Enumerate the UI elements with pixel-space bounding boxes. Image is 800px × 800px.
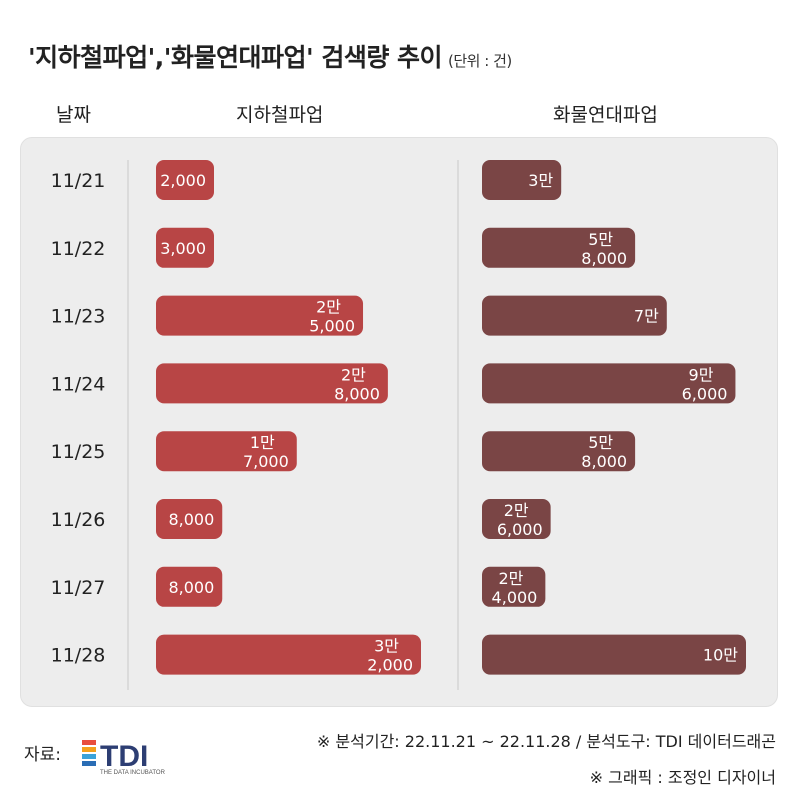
- subway-strike-bar: [156, 160, 214, 200]
- freight-strike-bar: [482, 227, 636, 268]
- title-unit: (단위 : 건): [448, 52, 512, 70]
- freight-strike-bar: [482, 431, 636, 472]
- analysis-note: ※ 분석기간: 22.11.21 ~ 22.11.28 / 분석도구: TDI …: [316, 732, 776, 751]
- tdi-logo: TDI THE DATA INCUBATOR: [82, 740, 166, 776]
- bar-value-label: 6,000: [682, 384, 728, 403]
- freight-strike-bar: [482, 295, 667, 336]
- bar-value-label: 2만: [341, 365, 366, 384]
- date-column-header: 날짜: [56, 104, 91, 126]
- chart-panel: [20, 137, 778, 707]
- subway-strike-bar: [156, 227, 214, 268]
- logo-subtext: THE DATA INCUBATOR: [100, 770, 166, 776]
- bar-value-label: 9만: [689, 365, 714, 384]
- bar-value-label: 8,000: [581, 249, 627, 268]
- bar-value-label: 7만: [634, 307, 659, 326]
- date-label: 11/28: [51, 645, 106, 667]
- bar-value-label: 2만: [316, 298, 341, 317]
- subway-strike-bar: [156, 499, 223, 539]
- bar-value-label: 3,000: [160, 239, 206, 258]
- bar-value-label: 2,000: [367, 656, 413, 675]
- date-label: 11/27: [51, 577, 106, 599]
- subway-strike-bar: [156, 431, 297, 472]
- date-label: 11/24: [51, 373, 106, 395]
- title-main: '지하철파업','화물연대파업' 검색량 추이: [28, 43, 443, 72]
- bar-value-label: 10만: [703, 646, 738, 665]
- date-label: 11/23: [51, 306, 106, 328]
- bar-value-label: 3만: [374, 637, 399, 656]
- bar-value-label: 8,000: [168, 578, 214, 597]
- bar-value-label: 5,000: [309, 317, 355, 336]
- subway-strike-bar: [156, 634, 421, 675]
- bar-value-label: 2,000: [160, 171, 206, 190]
- freight-strike-bar: [482, 363, 736, 404]
- subway-strike-bar: [156, 295, 364, 336]
- bar-value-label: 5만: [588, 230, 613, 249]
- date-label: 11/22: [51, 238, 106, 260]
- right-column-header: 화물연대파업: [553, 104, 658, 126]
- freight-strike-bar: [482, 160, 562, 200]
- date-label: 11/26: [51, 509, 106, 531]
- left-column-header: 지하철파업: [236, 104, 324, 126]
- bar-value-label: 5만: [588, 433, 613, 452]
- bar-value-label: 4,000: [492, 588, 538, 607]
- subway-strike-bar: [156, 566, 223, 607]
- subway-strike-bar: [156, 363, 388, 404]
- source-label: 자료:: [24, 745, 62, 765]
- logo-text: TDI: [100, 740, 148, 773]
- bar-value-label: 8,000: [334, 384, 380, 403]
- bar-value-label: 8,000: [581, 452, 627, 471]
- chart-title: '지하철파업','화물연대파업' 검색량 추이 (단위 : 건): [28, 38, 512, 74]
- freight-strike-bar: [482, 634, 746, 675]
- bar-value-label: 2만: [498, 569, 523, 588]
- date-label: 11/25: [51, 441, 106, 463]
- bar-value-label: 6,000: [497, 520, 543, 539]
- graphic-credit: ※ 그래픽 : 조정인 디자이너: [589, 768, 776, 787]
- date-label: 11/21: [51, 170, 106, 192]
- bar-value-label: 2만: [504, 501, 529, 520]
- bar-value-label: 3만: [528, 171, 553, 190]
- bar-value-label: 7,000: [243, 452, 289, 471]
- bar-value-label: 8,000: [168, 510, 214, 529]
- freight-strike-bar: [482, 499, 551, 539]
- freight-strike-bar: [482, 566, 546, 607]
- bar-value-label: 1만: [250, 433, 275, 452]
